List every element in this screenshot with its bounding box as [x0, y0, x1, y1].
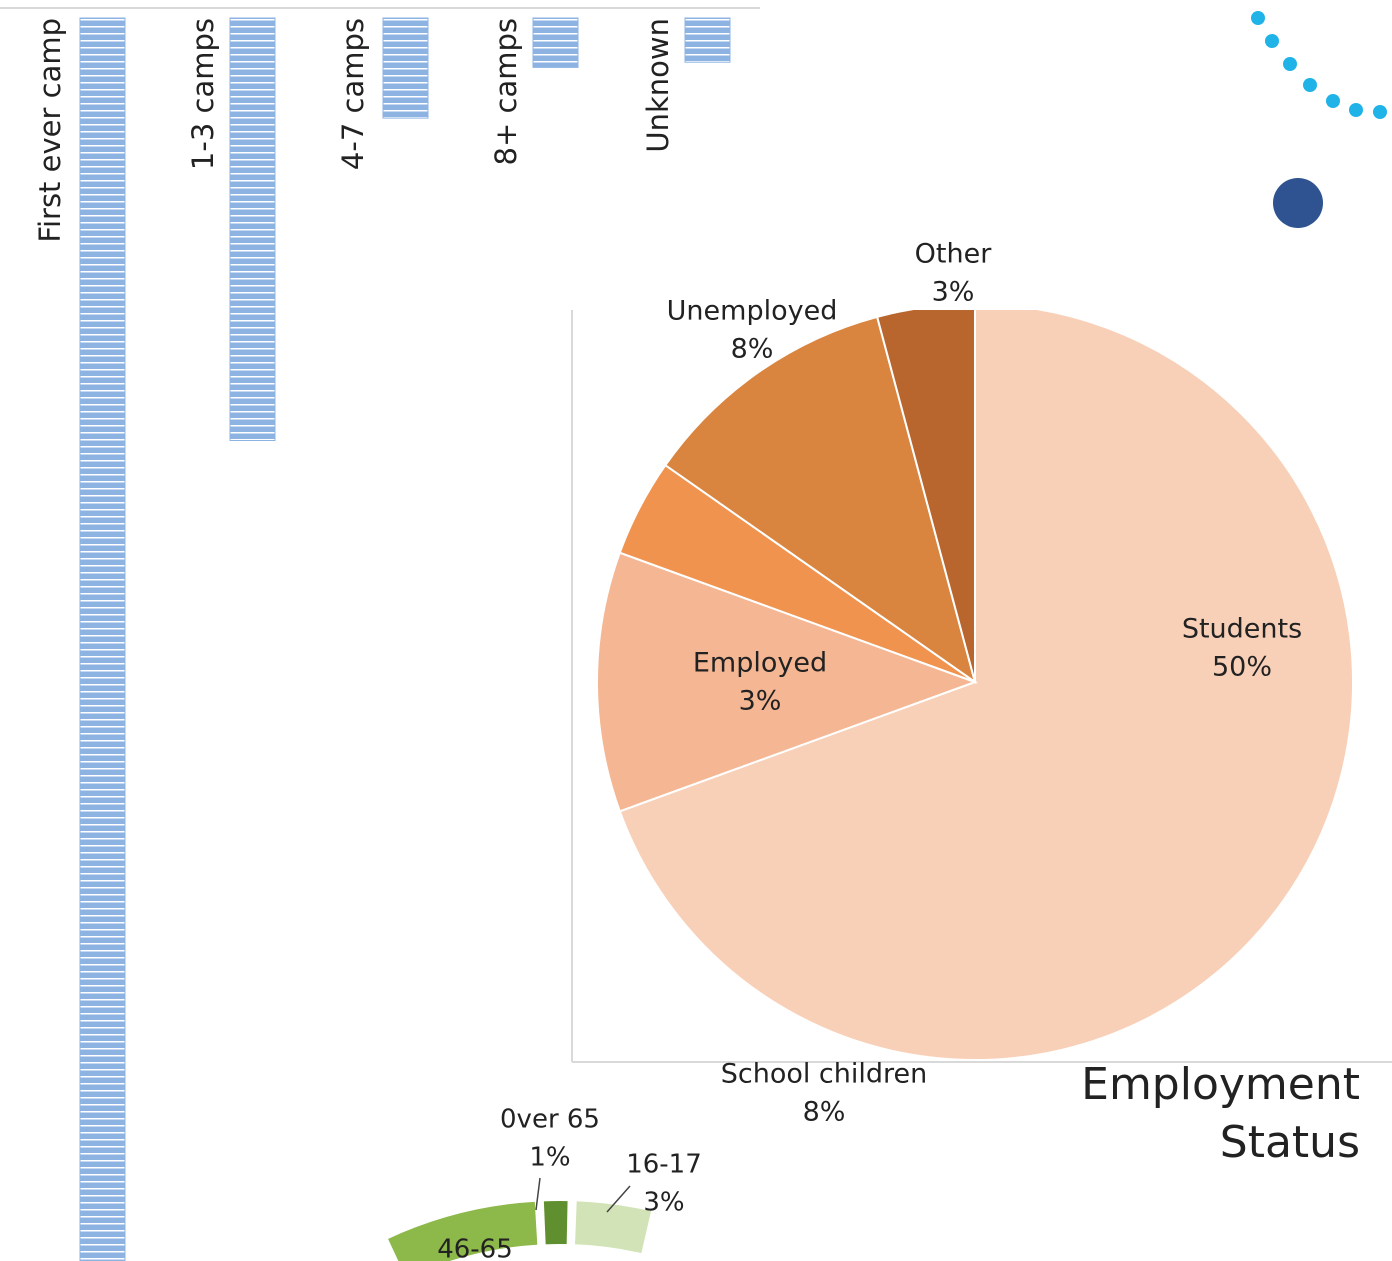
bar — [684, 17, 731, 63]
slice-label: School children — [721, 1059, 928, 1090]
slice-label: Students — [1182, 614, 1302, 645]
donut-slice — [572, 1199, 654, 1256]
slice-value-label: 1% — [529, 1143, 570, 1173]
category-label: 4-7 camps — [336, 18, 370, 170]
slice-value-label: 50% — [1212, 652, 1272, 683]
slice-label: Other — [915, 239, 993, 270]
pie-slice — [875, 310, 976, 683]
pie-slice — [618, 310, 1354, 1060]
slice-label: 0ver 65 — [500, 1105, 600, 1135]
slice-value-label: 3% — [932, 277, 975, 308]
pie — [596, 310, 1354, 1060]
slice-value-label: 8% — [731, 334, 774, 365]
bar — [229, 17, 276, 441]
category-label: 8+ camps — [489, 18, 523, 165]
category-label: Unknown — [641, 18, 675, 153]
donut-slice — [541, 1199, 570, 1247]
slice-value-label: 3% — [643, 1188, 684, 1218]
bar — [382, 17, 429, 119]
decoration — [1251, 11, 1387, 119]
slice-label: 16-17 — [626, 1150, 702, 1180]
pie-slice — [663, 315, 977, 685]
category-label: 1-3 camps — [186, 18, 220, 170]
slice-value-label: 8% — [803, 1097, 846, 1128]
bar — [532, 17, 579, 68]
slice-label: Unemployed — [667, 296, 838, 327]
slice-value-label: 3% — [739, 686, 782, 717]
category-label: First ever camp — [33, 18, 67, 243]
decoration-dot — [1273, 178, 1323, 228]
slice-label: Employed — [693, 648, 827, 679]
slice-label: 46-65 — [437, 1235, 513, 1261]
donut-slice — [385, 1199, 540, 1261]
bar — [79, 17, 126, 1261]
chart-title: Employment Status — [1081, 1059, 1360, 1168]
leader-line — [606, 1185, 631, 1213]
leader-line — [535, 1177, 541, 1211]
pie-slice — [596, 551, 978, 813]
